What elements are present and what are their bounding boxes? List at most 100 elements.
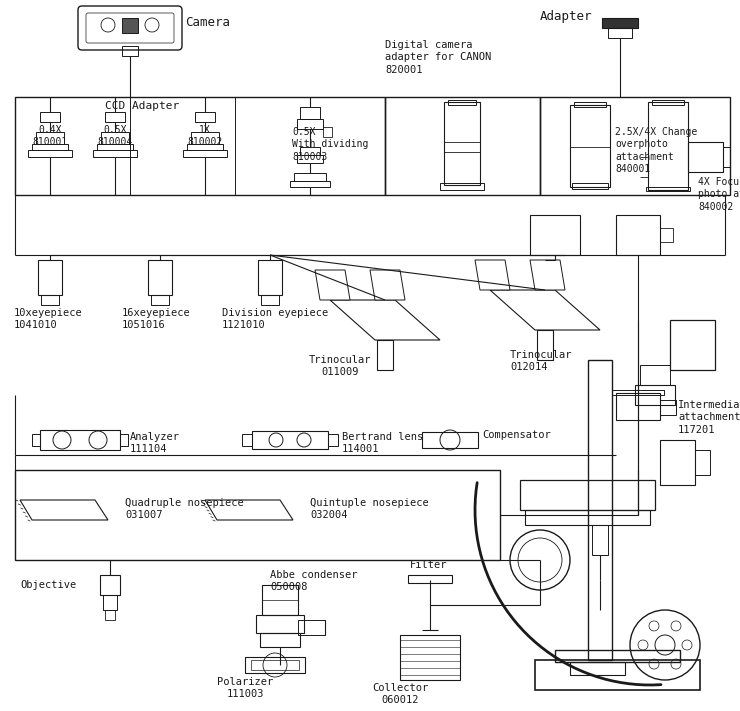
- Bar: [570, 662, 625, 675]
- Bar: [323, 127, 332, 137]
- Bar: [612, 390, 664, 395]
- Bar: [41, 295, 59, 305]
- Bar: [648, 102, 688, 190]
- Bar: [588, 360, 612, 660]
- Bar: [640, 365, 670, 385]
- Bar: [32, 144, 68, 150]
- Text: 4X Focusing
photo attachment
840002: 4X Focusing photo attachment 840002: [698, 177, 740, 212]
- Bar: [535, 660, 700, 690]
- Text: Digital camera
adapter for CANON
820001: Digital camera adapter for CANON 820001: [385, 40, 491, 75]
- Text: Trinocular
012014: Trinocular 012014: [510, 350, 573, 373]
- Text: Quadruple nosepiece
031007: Quadruple nosepiece 031007: [125, 498, 243, 520]
- Bar: [695, 450, 710, 475]
- Bar: [555, 650, 680, 662]
- Polygon shape: [475, 260, 510, 290]
- Text: Trinocular
011009: Trinocular 011009: [309, 355, 371, 378]
- Text: Analyzer
111104: Analyzer 111104: [130, 432, 180, 454]
- Text: 1X
810002: 1X 810002: [187, 125, 223, 147]
- Bar: [377, 340, 393, 370]
- Bar: [105, 112, 125, 122]
- Bar: [251, 660, 299, 670]
- Bar: [40, 112, 60, 122]
- Text: 0.4X
810001: 0.4X 810001: [33, 125, 67, 147]
- Bar: [574, 102, 606, 107]
- Bar: [616, 393, 660, 420]
- Bar: [660, 400, 676, 415]
- Bar: [660, 228, 673, 242]
- Bar: [15, 470, 500, 560]
- Text: Filter: Filter: [410, 560, 448, 570]
- Bar: [592, 525, 608, 555]
- Text: Abbe condenser
050008: Abbe condenser 050008: [270, 570, 357, 592]
- Text: Collector
060012: Collector 060012: [372, 683, 428, 705]
- Bar: [635, 385, 675, 405]
- Bar: [646, 187, 690, 191]
- Bar: [300, 107, 320, 119]
- Text: Compensator: Compensator: [482, 430, 551, 440]
- Bar: [385, 97, 540, 195]
- Bar: [97, 144, 133, 150]
- Bar: [252, 431, 328, 449]
- Text: Objective: Objective: [20, 580, 76, 590]
- Text: 2.5X/4X Change
overphoto
attachment
840001: 2.5X/4X Change overphoto attachment 8400…: [615, 127, 697, 174]
- Bar: [444, 102, 480, 185]
- Polygon shape: [490, 290, 600, 330]
- Polygon shape: [330, 300, 440, 340]
- Bar: [290, 181, 330, 187]
- Bar: [540, 97, 730, 195]
- Bar: [151, 295, 169, 305]
- Bar: [38, 260, 62, 295]
- Bar: [258, 260, 282, 295]
- Bar: [616, 215, 660, 255]
- Bar: [300, 147, 320, 155]
- Bar: [120, 434, 128, 446]
- Bar: [448, 100, 476, 105]
- Bar: [297, 155, 323, 163]
- Bar: [608, 28, 632, 38]
- Bar: [294, 173, 326, 181]
- Bar: [36, 132, 64, 144]
- Bar: [103, 595, 117, 610]
- Bar: [652, 100, 684, 105]
- Bar: [530, 215, 580, 255]
- Text: Intermediate
attachment
117201: Intermediate attachment 117201: [678, 400, 740, 435]
- Bar: [105, 610, 115, 620]
- Bar: [400, 635, 460, 680]
- Text: Division eyepiece
1121010: Division eyepiece 1121010: [222, 308, 329, 331]
- Bar: [15, 97, 385, 195]
- Bar: [572, 183, 608, 189]
- Bar: [122, 46, 138, 56]
- Bar: [187, 144, 223, 150]
- Bar: [101, 132, 129, 144]
- Bar: [122, 18, 138, 33]
- Bar: [242, 434, 252, 446]
- Bar: [570, 105, 610, 187]
- Polygon shape: [530, 260, 565, 290]
- Text: Quintuple nosepiece
032004: Quintuple nosepiece 032004: [310, 498, 428, 520]
- Polygon shape: [315, 270, 350, 300]
- Bar: [422, 432, 478, 448]
- Bar: [148, 260, 172, 295]
- Bar: [40, 430, 120, 450]
- Bar: [298, 620, 325, 635]
- Bar: [262, 585, 298, 615]
- FancyBboxPatch shape: [78, 6, 182, 50]
- Bar: [688, 142, 723, 172]
- Text: 0.5X
810004: 0.5X 810004: [98, 125, 132, 147]
- Bar: [660, 440, 695, 485]
- Bar: [520, 480, 655, 510]
- Bar: [723, 147, 730, 167]
- Bar: [183, 150, 227, 157]
- Text: 0.5X
With dividing
810003: 0.5X With dividing 810003: [292, 127, 369, 162]
- Text: CCD Adapter: CCD Adapter: [105, 101, 179, 111]
- Text: 10xeyepiece
1041010: 10xeyepiece 1041010: [14, 308, 83, 331]
- Bar: [100, 575, 120, 595]
- Bar: [261, 295, 279, 305]
- Polygon shape: [205, 500, 293, 520]
- Bar: [256, 615, 304, 633]
- Bar: [32, 434, 40, 446]
- Bar: [525, 510, 650, 525]
- Bar: [408, 575, 452, 583]
- Bar: [328, 434, 338, 446]
- Text: Bertrand lens
114001: Bertrand lens 114001: [342, 432, 423, 454]
